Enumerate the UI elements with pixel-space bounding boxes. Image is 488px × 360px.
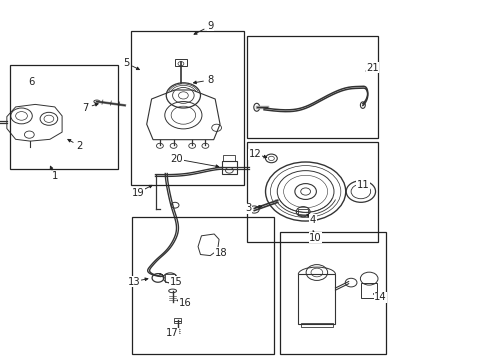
Bar (132, 217, 273, 354)
Text: 13: 13 (128, 276, 141, 287)
Text: 16: 16 (178, 298, 191, 308)
Bar (10, 65, 118, 169)
Bar (298, 209, 307, 215)
Bar (131, 31, 243, 185)
Text: 4: 4 (309, 215, 315, 225)
Text: 10: 10 (308, 233, 321, 243)
Bar (298, 274, 335, 324)
Text: 20: 20 (170, 154, 183, 164)
Text: 19: 19 (131, 188, 144, 198)
Text: 1: 1 (51, 171, 58, 181)
Bar (165, 274, 175, 282)
Text: 14: 14 (373, 292, 386, 302)
Bar (246, 142, 377, 242)
Text: 6: 6 (28, 77, 35, 87)
Text: 11: 11 (356, 180, 368, 190)
Text: 17: 17 (165, 328, 178, 338)
Text: 3: 3 (245, 203, 251, 213)
Bar (223, 155, 235, 161)
Bar (173, 318, 181, 321)
Text: 7: 7 (82, 103, 89, 113)
Text: 5: 5 (122, 58, 129, 68)
Text: 15: 15 (169, 276, 182, 287)
Bar (279, 232, 386, 354)
Bar (173, 321, 181, 323)
Text: 8: 8 (207, 75, 213, 85)
Text: 21: 21 (366, 63, 378, 73)
Bar (222, 161, 236, 174)
Text: 18: 18 (214, 248, 227, 258)
Bar (174, 59, 187, 66)
Text: 2: 2 (76, 141, 82, 151)
Bar (360, 283, 376, 298)
Bar (246, 36, 377, 138)
Text: 12: 12 (248, 149, 261, 159)
Text: 9: 9 (206, 21, 213, 31)
Bar (301, 323, 332, 327)
